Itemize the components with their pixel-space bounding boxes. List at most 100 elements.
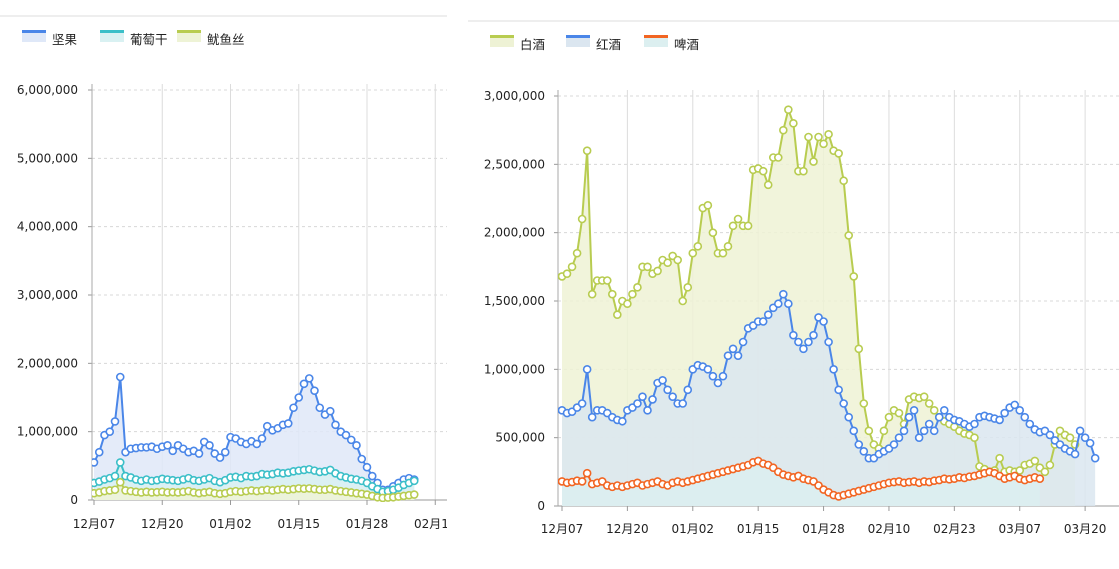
data-point: [663, 385, 672, 395]
data-point: [859, 399, 869, 408]
data-point: [257, 434, 267, 443]
chart-panel-snacks: 坚果 葡萄干 鱿鱼丝 0 1,000,000 2,000,000 3,000,000 4,00…: [0, 0, 447, 569]
x-tick-label: 01月28: [346, 517, 389, 531]
data-point: [1045, 460, 1055, 470]
data-point: [1040, 467, 1050, 477]
data-point: [577, 399, 587, 408]
data-point: [854, 344, 864, 354]
x-tick-label: 12月20: [141, 517, 184, 531]
data-point: [110, 485, 120, 495]
y-tick-label: 6,000,000: [17, 83, 78, 97]
data-point: [299, 379, 309, 389]
data-point: [784, 299, 793, 309]
legend-item: 啤酒: [644, 35, 699, 52]
data-point: [794, 337, 803, 347]
data-point: [909, 406, 919, 415]
data-point: [562, 269, 572, 278]
data-point: [1025, 419, 1035, 429]
data-point: [325, 406, 335, 416]
data-point: [252, 439, 262, 449]
data-point: [849, 426, 859, 436]
data-point: [94, 447, 104, 457]
data-point: [294, 393, 304, 402]
data-point: [884, 412, 894, 422]
data-point: [643, 262, 652, 272]
data-point: [1045, 430, 1055, 440]
data-point: [115, 458, 125, 467]
data-point: [924, 399, 934, 408]
data-point: [618, 416, 627, 426]
data-point: [653, 266, 662, 276]
legend-swatch-line: [490, 35, 514, 38]
plot-area: [558, 105, 1100, 507]
y-tick-label: 2,000,000: [17, 356, 78, 370]
data-point: [743, 221, 753, 231]
data-point: [919, 392, 929, 401]
y-tick-label: 3,000,000: [17, 288, 78, 302]
data-point: [341, 430, 351, 440]
data-point: [1090, 453, 1100, 463]
chart-alcohol: 白酒 红酒 啤酒 0 500,000 1,000,000 1,500,000 2,000,00…: [468, 20, 1119, 536]
data-point: [587, 289, 597, 299]
legend-label: 葡萄干: [130, 32, 168, 47]
data-point: [587, 412, 597, 422]
series-area: [562, 294, 1096, 506]
data-point: [577, 214, 587, 224]
data-point: [643, 406, 652, 415]
legend-label: 白酒: [520, 37, 545, 52]
data-point: [804, 337, 813, 347]
y-tick-label: 3,000,000: [484, 89, 545, 103]
data-point: [718, 248, 728, 258]
data-point: [628, 289, 637, 299]
legend-swatch-line: [644, 35, 668, 38]
data-point: [773, 153, 783, 162]
data-point: [839, 176, 848, 186]
data-point: [310, 386, 319, 395]
data-point: [602, 276, 612, 285]
data-point: [844, 412, 854, 422]
data-point: [582, 146, 592, 155]
data-point: [929, 426, 939, 436]
data-point: [577, 477, 587, 486]
data-point: [633, 399, 642, 408]
data-point: [995, 415, 1004, 425]
data-point: [105, 427, 115, 436]
data-point: [773, 299, 783, 309]
data-point: [733, 214, 743, 224]
legend-label: 坚果: [52, 32, 78, 47]
data-point: [849, 272, 859, 281]
data-point: [758, 166, 768, 176]
data-point: [829, 365, 838, 374]
data-point: [864, 426, 874, 436]
data-point: [899, 426, 909, 436]
data-point: [409, 476, 419, 486]
x-tick-label: 01月15: [277, 517, 320, 531]
data-point: [608, 289, 617, 299]
data-point: [809, 330, 818, 340]
data-point: [804, 132, 813, 142]
x-tick-label: 02月10: [414, 517, 447, 531]
data-point: [582, 468, 592, 478]
data-point: [283, 419, 293, 428]
data-point: [939, 406, 949, 415]
x-tick-label: 12月07: [73, 517, 116, 531]
legend-item: 鱿鱼丝: [177, 30, 245, 47]
data-point: [859, 447, 869, 456]
data-point: [723, 351, 733, 360]
data-point: [683, 283, 693, 292]
data-point: [784, 105, 793, 114]
data-point: [304, 374, 314, 383]
legend-item: 红酒: [566, 35, 621, 52]
data-point: [582, 365, 592, 374]
plot-area: [92, 372, 419, 502]
x-tick-label: 02月23: [933, 522, 976, 536]
data-point: [110, 417, 120, 426]
legend-swatch-line: [177, 30, 201, 33]
x-tick-label: 01月02: [209, 517, 252, 531]
x-tick-label: 12月07: [541, 522, 584, 536]
data-point: [633, 283, 642, 292]
data-point: [763, 310, 773, 319]
data-point: [789, 330, 798, 340]
data-point: [357, 454, 367, 464]
data-point: [567, 262, 577, 272]
